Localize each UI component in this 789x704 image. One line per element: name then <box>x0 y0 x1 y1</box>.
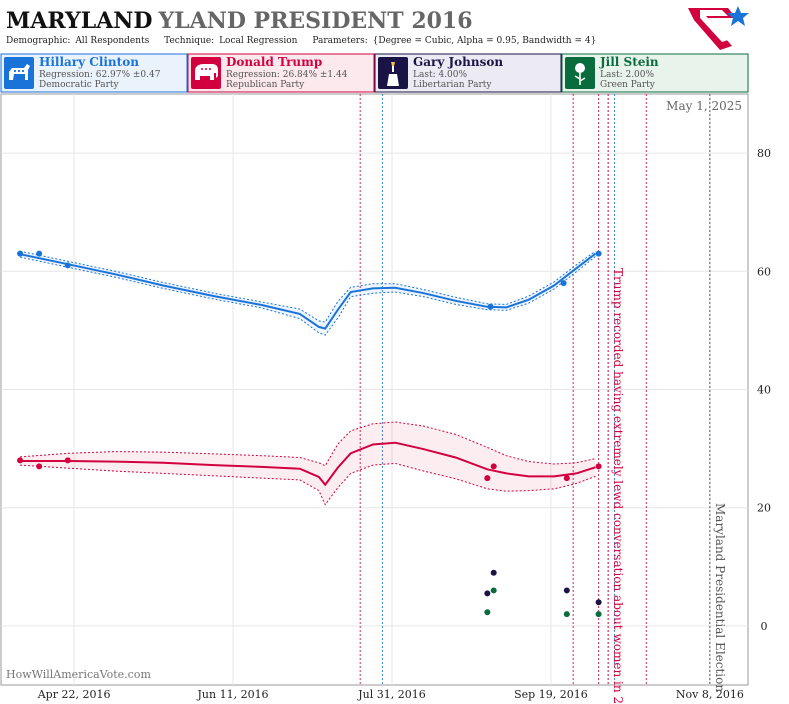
band-lower <box>20 462 596 506</box>
y-tick-label: 20 <box>757 502 771 515</box>
candidate-stat: Regression: 62.97% ±0.47 <box>39 70 161 80</box>
y-tick-label: 60 <box>757 265 771 278</box>
x-tick-label: Apr 22, 2016 <box>37 688 111 701</box>
page-title: MARYLAND YLAND PRESIDENT 2016 <box>6 8 473 34</box>
poll-point <box>595 599 602 606</box>
grid-lines <box>1 94 748 685</box>
candidate-party: Democratic Party <box>39 80 120 90</box>
title-rest: YLAND PRESIDENT 2016 <box>157 8 472 34</box>
poll-point <box>490 569 497 576</box>
liberty-torch-icon <box>378 57 408 89</box>
x-tick-label: Nov 8, 2016 <box>676 688 744 701</box>
technique-value: Local Regression <box>219 36 298 46</box>
poll-point <box>595 611 602 618</box>
event-lines <box>359 94 711 685</box>
annotation-label: Trump recorded having extremely lewd con… <box>611 268 625 704</box>
poll-point <box>64 262 71 269</box>
confidence-band <box>20 422 596 505</box>
parameters-line: Demographic: All Respondents Technique: … <box>6 36 596 46</box>
candidate-party: Libertarian Party <box>413 80 492 90</box>
poll-point <box>595 463 602 470</box>
poll-points <box>17 250 602 618</box>
candidate-stat: Regression: 26.84% ±1.44 <box>226 70 348 80</box>
poll-point <box>563 475 570 482</box>
candidate-box-johnson: Gary Johnson Last: 4.00% Libertarian Par… <box>374 53 562 93</box>
poll-point <box>484 590 491 597</box>
date-label: May 1, 2025 <box>666 99 742 113</box>
poll-point <box>17 457 24 464</box>
poll-point <box>17 250 24 257</box>
annotation-label: Maryland Presidential Election <box>713 503 727 692</box>
x-tick-label: Jul 31, 2016 <box>357 688 426 701</box>
band-upper <box>19 250 596 323</box>
candidate-name: Gary Johnson <box>413 55 503 69</box>
y-tick-label: 80 <box>757 147 771 160</box>
y-tick-label: 40 <box>757 384 771 397</box>
x-tick-label: Sep 19, 2016 <box>514 688 588 701</box>
candidate-party: Green Party <box>600 80 656 90</box>
demographic-value: All Respondents <box>74 36 149 46</box>
candidate-box-trump: Donald Trump Regression: 26.84% ±1.44 Re… <box>187 53 375 93</box>
poll-point <box>64 457 71 464</box>
candidate-stat: Last: 2.00% <box>600 70 655 80</box>
poll-point <box>560 280 567 287</box>
donkey-icon <box>4 57 34 89</box>
poll-point <box>563 587 570 594</box>
poll-point <box>490 587 497 594</box>
technique-label: Technique: <box>164 36 214 46</box>
chart-header: MARYLAND YLAND PRESIDENT 2016 Demographic… <box>6 6 749 50</box>
poll-point <box>484 475 491 482</box>
poll-point <box>36 250 43 257</box>
title-state: MARYLAND <box>6 8 152 34</box>
parameters-value: {Degree = Cubic, Alpha = 0.95, Bandwidth… <box>373 36 597 46</box>
site-logo-icon <box>688 6 749 50</box>
band-lower <box>19 256 596 336</box>
candidate-box-clinton: Hillary Clinton Regression: 62.97% ±0.47… <box>0 53 188 93</box>
candidate-box-stein: Jill Stein Last: 2.00% Green Party <box>561 53 749 93</box>
poll-point <box>595 250 602 257</box>
parameters-label: Parameters: <box>312 36 367 46</box>
watermark: HowWillAmericaVote.com <box>6 668 151 681</box>
y-axis: 0 20 40 60 80 <box>757 147 771 633</box>
poll-point <box>490 463 497 470</box>
candidate-name: Donald Trump <box>226 55 322 69</box>
poll-point <box>484 609 491 616</box>
poll-point <box>36 463 43 470</box>
y-tick-label: 0 <box>761 620 768 633</box>
candidate-name: Hillary Clinton <box>39 55 139 69</box>
rose-icon <box>565 57 595 89</box>
poll-point <box>563 611 570 618</box>
trend-line <box>20 441 596 487</box>
trend-lines <box>19 252 597 487</box>
elephant-icon <box>191 57 221 89</box>
demographic-label: Demographic: <box>6 36 70 46</box>
annotations: Trump recorded having extremely lewd con… <box>611 268 727 704</box>
x-axis: Apr 22, 2016 Jun 11, 2016 Jul 31, 2016 Sep … <box>37 688 744 701</box>
band-upper <box>20 421 596 467</box>
candidate-name: Jill Stein <box>599 55 659 69</box>
candidate-legend: Hillary Clinton Regression: 62.97% ±0.47… <box>0 53 749 93</box>
x-tick-label: Jun 11, 2016 <box>197 688 269 701</box>
trend-line <box>19 252 597 330</box>
poll-point <box>487 303 494 310</box>
candidate-stat: Last: 4.00% <box>413 70 468 80</box>
candidate-party: Republican Party <box>226 80 305 90</box>
